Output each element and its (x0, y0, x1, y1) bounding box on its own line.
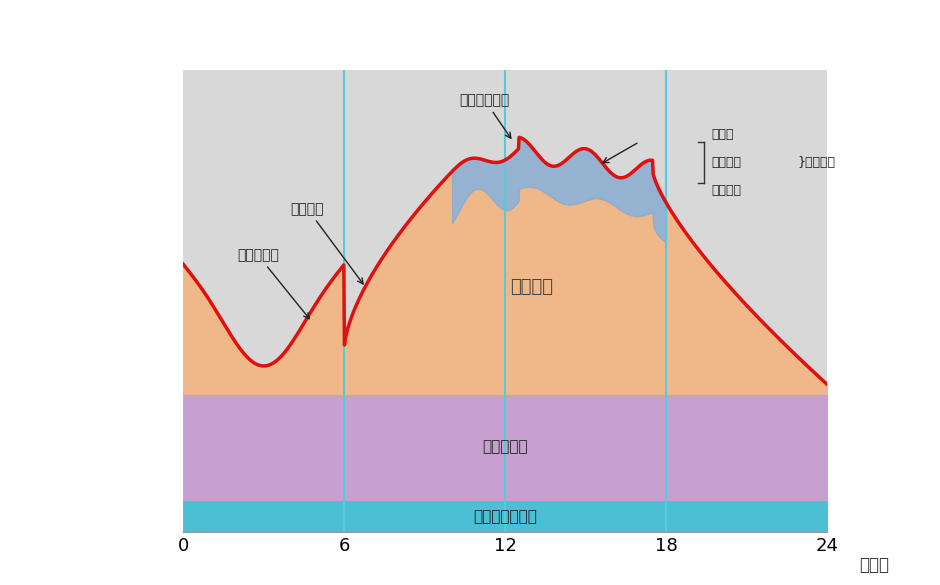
Text: }水力発電: }水力発電 (798, 156, 836, 169)
Text: 揚水式: 揚水式 (712, 128, 734, 142)
Text: 貯水池式: 貯水池式 (712, 156, 742, 169)
Text: 調整池式: 調整池式 (712, 184, 742, 197)
Text: 需要のピーク: 需要のピーク (460, 93, 510, 138)
Text: 火力発電: 火力発電 (510, 278, 554, 297)
Text: 需要曲線: 需要曲線 (290, 202, 363, 284)
Text: 需要の変化に対応した電源の組み合わせ（例）: 需要の変化に対応した電源の組み合わせ（例） (295, 21, 645, 49)
Text: 原子力発電: 原子力発電 (482, 439, 528, 455)
Text: 流込式水力発電: 流込式水力発電 (474, 509, 537, 524)
Text: （時）: （時） (859, 556, 889, 574)
Text: 揚水用動力: 揚水用動力 (237, 248, 309, 319)
